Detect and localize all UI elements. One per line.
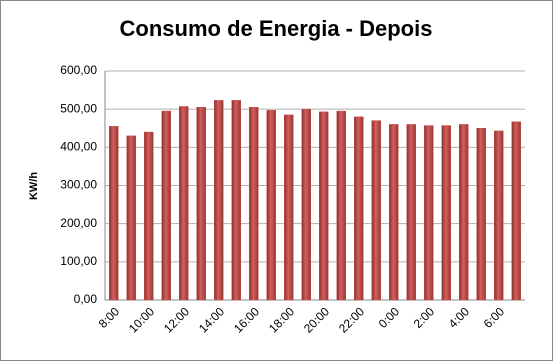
- bar: [249, 107, 259, 301]
- bar: [196, 107, 206, 301]
- bar: [231, 100, 241, 301]
- bar: [179, 106, 189, 301]
- y-tick-label: 100,00: [60, 254, 97, 268]
- bar: [266, 110, 276, 301]
- bar: [371, 120, 381, 301]
- y-tick-label: 200,00: [60, 216, 97, 230]
- y-tick-label: 500,00: [60, 101, 97, 115]
- bar: [301, 108, 311, 301]
- bar: [319, 111, 329, 301]
- bar: [459, 124, 469, 301]
- bar: [284, 114, 294, 301]
- bar: [511, 121, 521, 301]
- y-tick-label: 600,00: [60, 63, 97, 77]
- bar: [336, 110, 346, 301]
- bar: [161, 110, 171, 301]
- chart-title: Consumo de Energia - Depois: [120, 16, 433, 41]
- bar: [494, 130, 504, 301]
- bar: [109, 126, 119, 301]
- bar: [424, 125, 434, 301]
- bar: [126, 135, 136, 301]
- y-axis-label: KW/h: [28, 172, 40, 200]
- y-tick-label: 0,00: [74, 292, 98, 306]
- bar: [441, 125, 451, 301]
- bar: [406, 124, 416, 301]
- bar: [476, 128, 486, 301]
- bar: [214, 100, 224, 301]
- bar: [144, 131, 154, 301]
- y-tick-label: 300,00: [60, 178, 97, 192]
- bar: [389, 124, 399, 301]
- y-tick-label: 400,00: [60, 140, 97, 154]
- bar: [354, 116, 364, 301]
